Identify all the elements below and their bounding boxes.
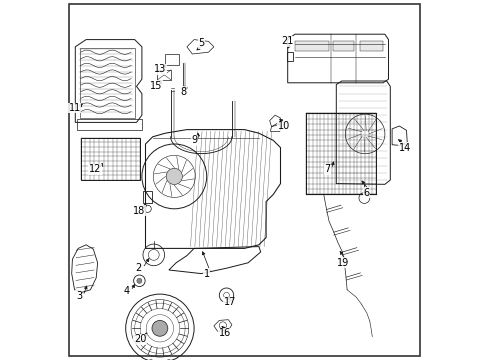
Text: 12: 12 [89, 164, 101, 174]
Text: 1: 1 [203, 269, 209, 279]
Circle shape [166, 168, 182, 184]
Text: 17: 17 [224, 297, 236, 307]
Bar [359, 41, 382, 51]
Bar [157, 70, 171, 80]
Text: 4: 4 [123, 286, 129, 296]
Bar [286, 52, 292, 61]
Text: 2: 2 [135, 263, 141, 273]
Text: 18: 18 [133, 206, 145, 216]
Circle shape [152, 320, 167, 336]
Text: 7: 7 [324, 164, 330, 174]
Text: 9: 9 [191, 135, 197, 145]
Text: 20: 20 [134, 334, 146, 344]
Text: 15: 15 [150, 81, 162, 91]
Text: 19: 19 [337, 258, 349, 268]
Text: 14: 14 [398, 143, 410, 153]
Text: 11: 11 [68, 103, 81, 113]
Text: 10: 10 [277, 121, 290, 131]
Bar [142, 191, 152, 203]
Text: 21: 21 [281, 36, 293, 46]
Bar [80, 48, 135, 118]
Bar [81, 138, 140, 180]
Text: 8: 8 [180, 87, 186, 97]
Bar [164, 54, 179, 65]
Text: 5: 5 [198, 38, 204, 48]
Text: 3: 3 [76, 291, 82, 301]
Circle shape [137, 278, 142, 283]
Bar [77, 119, 142, 130]
Bar [294, 41, 328, 51]
Text: 13: 13 [153, 64, 166, 74]
Text: 6: 6 [363, 188, 369, 198]
Bar [332, 41, 354, 51]
Text: 16: 16 [218, 328, 230, 338]
Bar [305, 113, 375, 194]
